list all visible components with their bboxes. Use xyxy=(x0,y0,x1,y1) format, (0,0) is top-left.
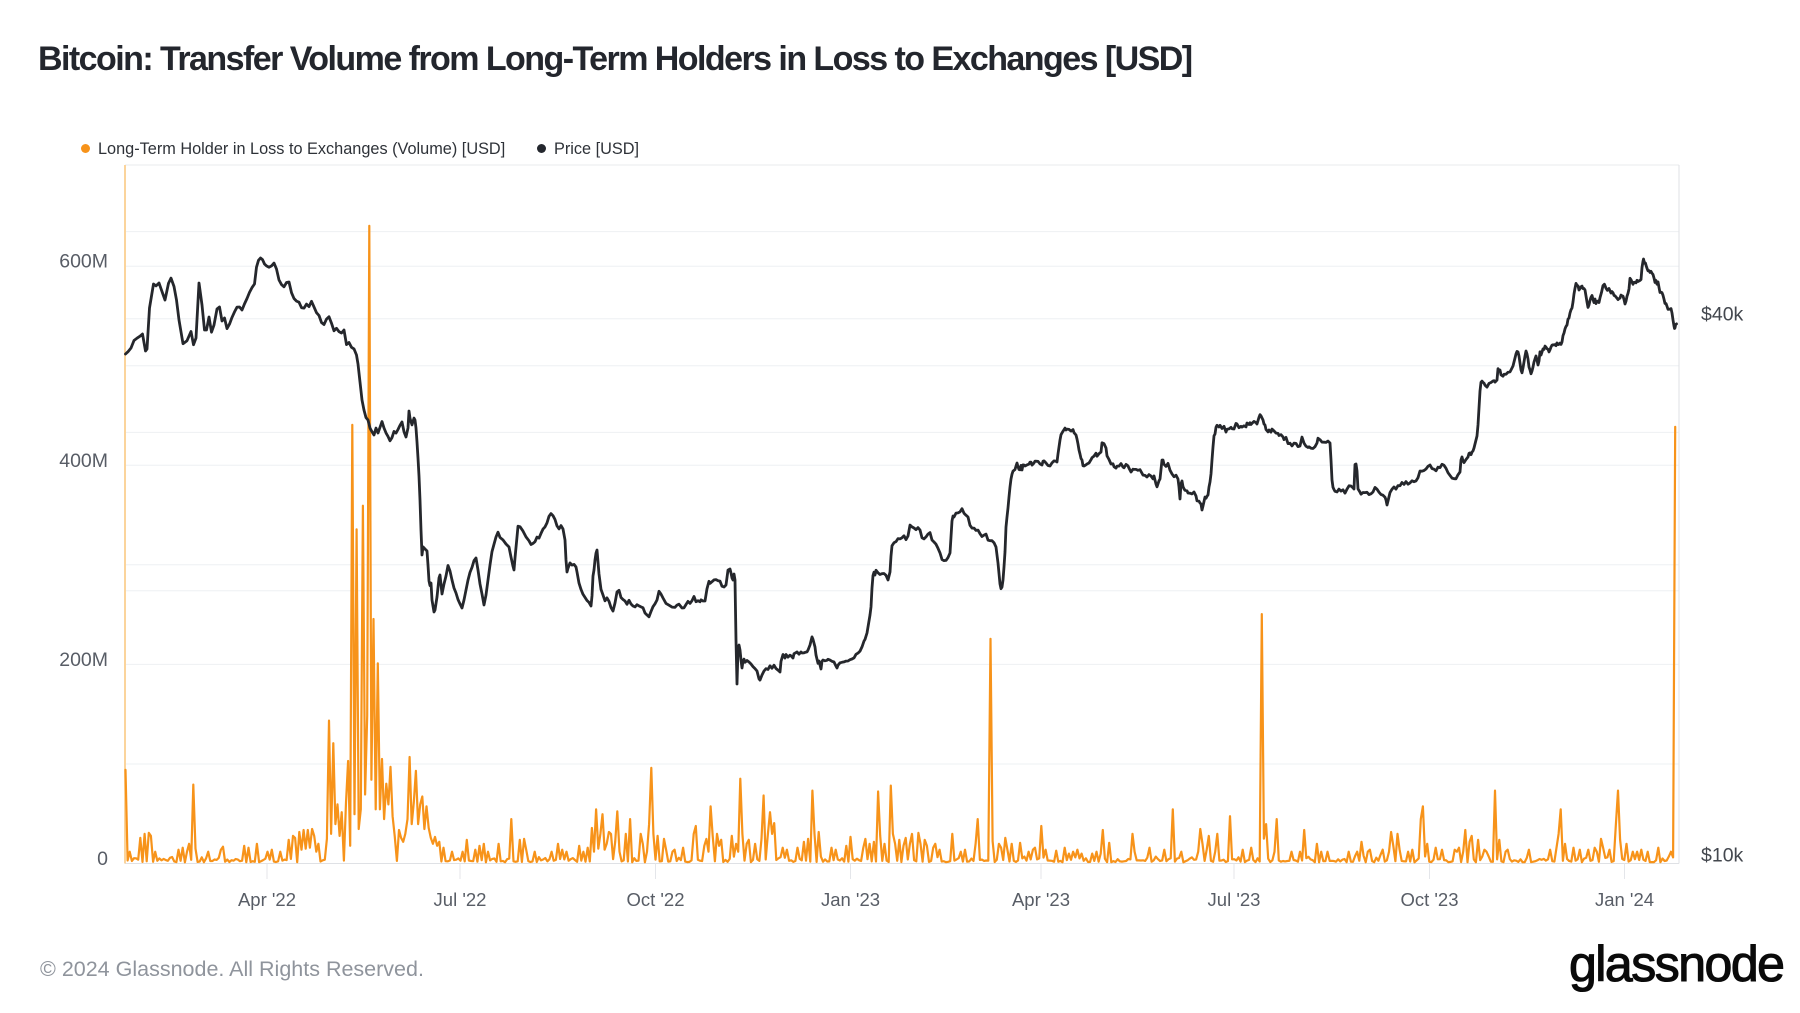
svg-text:Apr '22: Apr '22 xyxy=(238,889,296,910)
svg-text:Apr '23: Apr '23 xyxy=(1012,889,1070,910)
svg-text:600M: 600M xyxy=(59,251,108,273)
svg-text:Jan '23: Jan '23 xyxy=(821,889,880,910)
svg-text:0: 0 xyxy=(97,848,108,870)
svg-text:$40k: $40k xyxy=(1701,304,1744,326)
svg-text:Jul '22: Jul '22 xyxy=(434,889,487,910)
svg-text:Jul '23: Jul '23 xyxy=(1208,889,1261,910)
svg-text:Oct '23: Oct '23 xyxy=(1400,889,1458,910)
svg-text:$10k: $10k xyxy=(1701,845,1744,867)
svg-text:400M: 400M xyxy=(59,450,108,472)
svg-text:Jan '24: Jan '24 xyxy=(1595,889,1654,910)
svg-text:200M: 200M xyxy=(59,649,108,671)
svg-text:Oct '22: Oct '22 xyxy=(626,889,684,910)
